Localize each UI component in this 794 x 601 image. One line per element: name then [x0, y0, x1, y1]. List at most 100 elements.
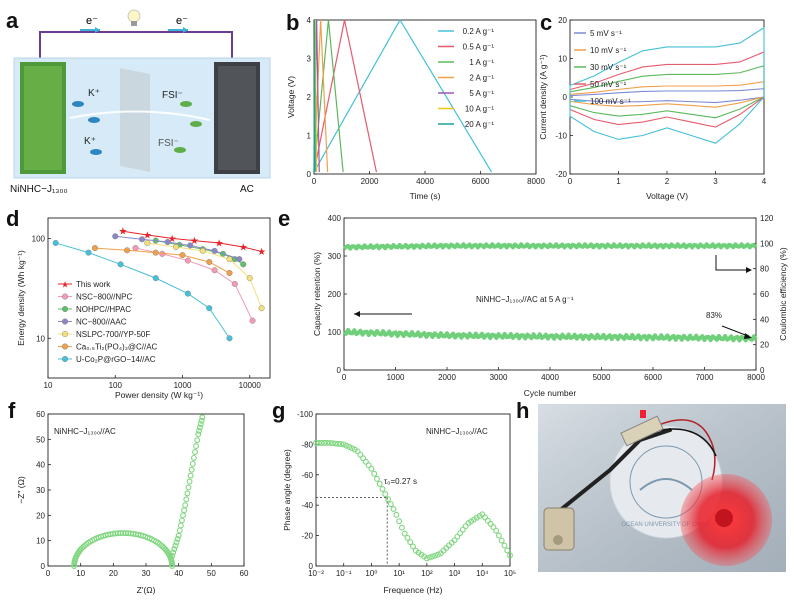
- fsi-ion-icon: [180, 101, 192, 107]
- external-wire: [39, 31, 233, 62]
- panel-label-c: c: [540, 10, 552, 35]
- phase-point: [354, 448, 361, 455]
- legend-label-c: 10 mV s⁻¹: [590, 46, 627, 55]
- e-right-ytick-label: 40: [760, 315, 769, 324]
- nyquist-point: [195, 431, 202, 438]
- c-ytick-label: -10: [555, 132, 567, 141]
- panel-h: h OCEAN UNIVERSITY OF CHINA: [516, 398, 786, 572]
- panel-label-h: h: [516, 398, 529, 423]
- electron-arrow-left-head: [95, 27, 100, 33]
- phase-point: [371, 470, 378, 477]
- star-marker: ★: [215, 238, 224, 249]
- ragone-point: [132, 245, 139, 252]
- ragone-point: [52, 239, 59, 246]
- e-xtick-label: 6000: [644, 373, 662, 382]
- g-xtick-label: 10⁻²: [308, 569, 324, 578]
- nyquist-point: [169, 563, 176, 569]
- device-cable: [546, 428, 672, 522]
- panel-a: a e⁻ e⁻ K⁺ K⁺ FSI⁻ FSI⁻ NiNHC−J₁₃₀₀ AC: [6, 8, 271, 195]
- ragone-point: [211, 267, 218, 274]
- phase-point: [398, 524, 405, 531]
- phase-point: [426, 554, 433, 561]
- legend-marker-d: [62, 356, 69, 363]
- panel-label-d: d: [6, 206, 19, 231]
- phase-point: [401, 530, 408, 537]
- nyquist-point: [174, 536, 181, 542]
- legend-marker-d: [62, 293, 69, 300]
- nyquist-point: [181, 507, 188, 514]
- ragone-point: [240, 261, 247, 268]
- b-ytick-label: 0: [307, 170, 312, 179]
- ragone-point: [246, 275, 253, 282]
- x-axis-label-g: Frequence (Hz): [383, 585, 442, 595]
- phase-point: [332, 440, 339, 447]
- cv-loop: [569, 26, 765, 144]
- f-xtick-label: 60: [240, 569, 249, 578]
- arrow-left-axis-head: [354, 311, 360, 317]
- annotation-g: NiNHC−J₁₃₀₀//AC: [426, 427, 488, 436]
- ragone-point: [124, 247, 131, 254]
- lightbulb-base-icon: [131, 21, 137, 26]
- b-ytick-label: 2: [307, 93, 312, 102]
- retention-label-e: 83%: [706, 311, 722, 320]
- f-ytick-label: 30: [36, 486, 45, 495]
- annotation-f: NiNHC−J₁₃₀₀//AC: [54, 427, 116, 436]
- b-xtick-label: 0: [312, 177, 317, 186]
- capacity-retention-curve: [342, 328, 758, 343]
- ion-fsi-label-1: FSI⁻: [162, 90, 183, 101]
- chart-frame-g: [315, 413, 511, 567]
- legend-label-c: 5 mV s⁻¹: [590, 29, 622, 38]
- nyquist-point: [193, 443, 200, 450]
- ragone-line: [94, 247, 230, 274]
- f-xtick-label: 30: [142, 569, 151, 578]
- x-axis-label-b: Time (s): [410, 191, 441, 201]
- nyquist-point: [194, 437, 201, 444]
- b-ytick-label: 1: [307, 132, 312, 141]
- nyquist-point: [198, 417, 205, 424]
- cathode-texture: [218, 66, 256, 170]
- panel-d: d 10 100 1000 10000 10 100 ★ ★ ★ ★ ★ ★ ★ ★ This work…: [6, 206, 271, 400]
- electron-left-label: e⁻: [86, 15, 98, 27]
- phase-point: [368, 465, 375, 472]
- y-axis-label-g: Phase angle (degree): [282, 449, 292, 531]
- phase-point: [346, 443, 353, 450]
- phase-point: [337, 441, 344, 448]
- nyquist-point: [186, 478, 193, 485]
- legend-label-c: 100 mV s⁻¹: [590, 97, 631, 106]
- legend-label-d: NSLPC-700//YP-50F: [76, 330, 150, 339]
- c-ytick-label: 0: [563, 93, 568, 102]
- ragone-line: [147, 242, 263, 309]
- ragone-line: [115, 235, 240, 260]
- nyquist-point: [192, 449, 198, 455]
- panel-g: g 10⁻² 10⁻¹ 10⁰ 10¹ 10² 10³ 10⁴ 10⁵ -100 -80 -60 -4…: [272, 398, 516, 595]
- e-xtick-label: 8000: [747, 373, 765, 382]
- d-xtick-label: 10000: [239, 381, 262, 390]
- fan-hub: [715, 509, 733, 527]
- legend-label-c: 50 mV s⁻¹: [590, 80, 627, 89]
- fsi-ion-icon: [174, 147, 186, 153]
- nyquist-point: [199, 414, 206, 421]
- f-ytick-label: 60: [36, 410, 45, 419]
- c-ytick-label: 10: [558, 55, 567, 64]
- phase-point: [365, 462, 372, 469]
- legend-marker-d: [62, 318, 69, 325]
- nyquist-point: [185, 484, 192, 491]
- legend-label-d: Ca₀.₅Ti₂(PO₄)₃@C//AC: [76, 343, 158, 352]
- nyquist-point: [170, 549, 177, 556]
- phase-point: [507, 552, 513, 559]
- panel-b: b 0 2000 4000 6000 8000 0 1 2 3 4 0.2 A g⁻¹ 0.5 A …: [286, 10, 545, 201]
- g-ytick-label: -20: [301, 532, 313, 541]
- e-xtick-label: 5000: [593, 373, 611, 382]
- f-xtick-label: 50: [207, 569, 216, 578]
- e-right-ytick-label: 120: [760, 214, 774, 223]
- ragone-point: [231, 280, 238, 287]
- e-right-ytick-label: 0: [760, 366, 765, 375]
- f-xtick-label: 10: [76, 569, 85, 578]
- y-axis-label-c: Current density (A g⁻¹): [538, 54, 548, 139]
- g-ytick-label: -60: [301, 471, 313, 480]
- c-xtick-label: 4: [762, 177, 767, 186]
- phase-point: [457, 530, 464, 537]
- star-marker: ★: [257, 247, 266, 258]
- star-marker: ★: [143, 231, 152, 242]
- phase-point: [390, 506, 397, 513]
